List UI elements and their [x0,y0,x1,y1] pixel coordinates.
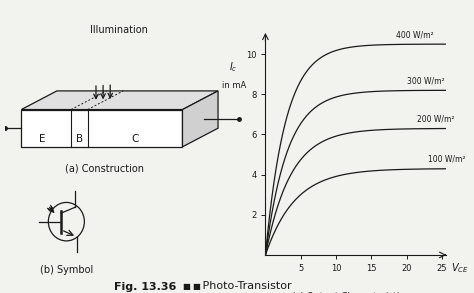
Text: Illumination: Illumination [90,25,147,35]
Text: (b) Symbol: (b) Symbol [40,265,93,275]
Text: ■: ■ [182,282,191,291]
Text: 200 W/m²: 200 W/m² [417,115,455,124]
Text: $I_c$: $I_c$ [229,60,238,74]
Text: (a) Construction: (a) Construction [65,164,144,174]
Text: E: E [39,134,46,144]
Text: $V_{CE}$: $V_{CE}$ [450,261,468,275]
Text: 300 W/m²: 300 W/m² [407,76,444,85]
Polygon shape [21,110,182,147]
Text: C: C [131,134,139,144]
Text: ■: ■ [192,282,200,291]
Polygon shape [182,91,218,147]
Text: 400 W/m²: 400 W/m² [396,30,434,39]
Text: 100 W/m²: 100 W/m² [428,155,465,164]
Text: in mA: in mA [221,81,246,90]
Text: Photo-Transistor: Photo-Transistor [199,281,292,291]
Polygon shape [21,91,218,110]
Text: Fig. 13.36: Fig. 13.36 [114,282,180,292]
Text: (c) Output Characteristics: (c) Output Characteristics [292,292,409,293]
Text: B: B [76,134,83,144]
